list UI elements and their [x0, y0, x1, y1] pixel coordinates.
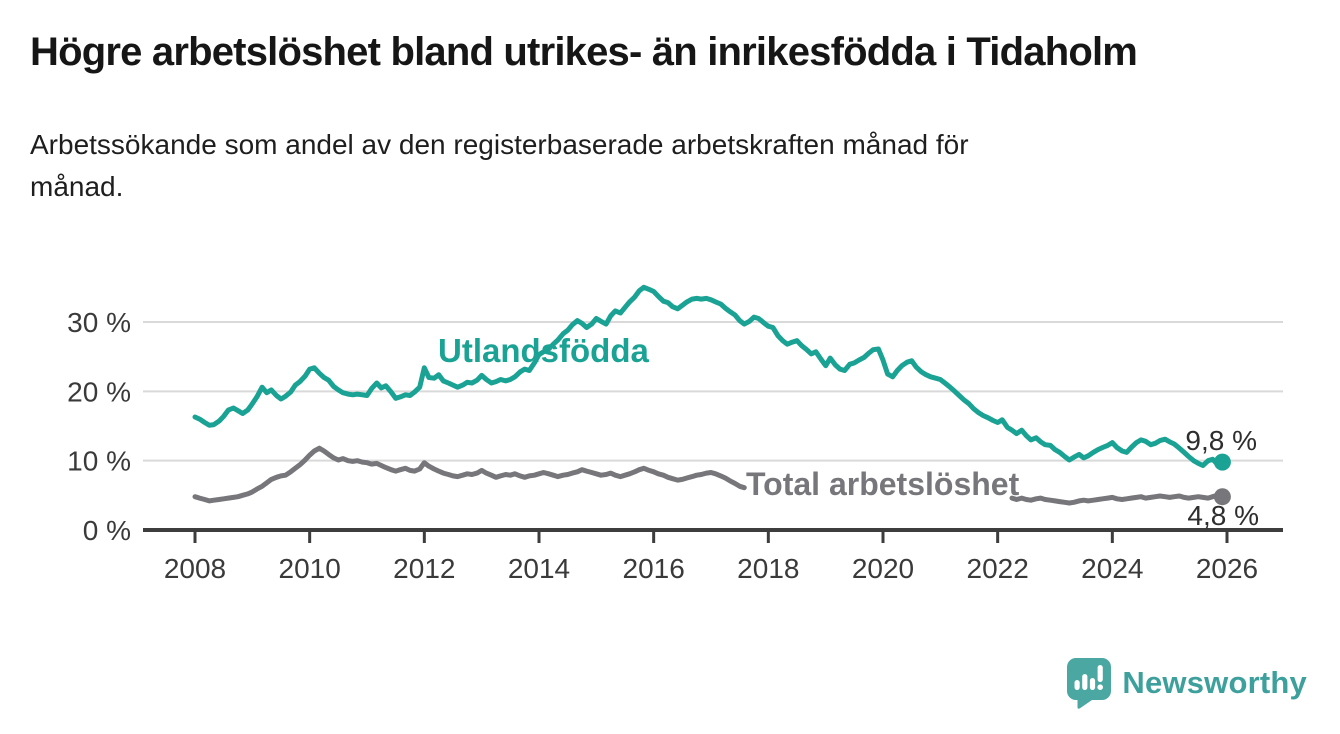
chart-subtitle: Arbetssökande som andel av den registerb… — [30, 124, 969, 208]
gridlines — [143, 321, 1283, 462]
series-total-arbetsloshet: 4,8 % Total arbetslöshet — [192, 445, 1259, 531]
subtitle-line-2: månad. — [30, 171, 124, 202]
series-line — [1009, 492, 1225, 506]
series-inline-label: Utlandsfödda — [438, 332, 649, 369]
x-axis — [143, 528, 1283, 543]
newsworthy-branding: Newsworthy — [1066, 654, 1307, 712]
series-utlandsfodda: 9,8 % Utlandsfödda — [192, 284, 1257, 471]
x-axis-tick-label: 2020 — [852, 553, 914, 584]
x-axis-tick-label: 2012 — [393, 553, 455, 584]
y-axis-tick-label: 10 % — [67, 446, 131, 477]
newsworthy-logo-icon — [1067, 658, 1112, 709]
x-axis-tick-label: 2022 — [967, 553, 1029, 584]
x-axis-tick-label: 2008 — [164, 553, 226, 584]
newsworthy-logo-bars — [1074, 665, 1104, 690]
y-axis-tick-label: 20 % — [67, 376, 131, 407]
x-axis-tick-label: 2016 — [623, 553, 685, 584]
series-inline-label: Total arbetslöshet — [746, 466, 1020, 502]
series-line — [192, 445, 747, 504]
x-axis-tick-label: 2018 — [737, 553, 799, 584]
series-end-value-label: 9,8 % — [1185, 425, 1257, 456]
series-line — [192, 284, 1225, 468]
y-axis-labels: 0 % 10 % 20 % 30 % — [67, 307, 131, 546]
chart-title: Högre arbetslöshet bland utrikes- än inr… — [30, 30, 1138, 74]
series-end-dot — [1213, 453, 1231, 471]
x-axis-tick-label: 2014 — [508, 553, 570, 584]
subtitle-line-1: Arbetssökande som andel av den registerb… — [30, 129, 969, 160]
x-axis-tick-label: 2024 — [1081, 553, 1143, 584]
y-axis-tick-label: 30 % — [67, 307, 131, 338]
newsworthy-logo-bubble — [1067, 658, 1112, 709]
x-axis-tick-label: 2010 — [279, 553, 341, 584]
newsworthy-logo-text: Newsworthy — [1122, 665, 1307, 700]
series-end-value-label: 4,8 % — [1187, 500, 1259, 531]
y-axis-tick-label: 0 % — [83, 515, 131, 546]
x-axis-labels: 2008 2010 2012 2014 2016 2018 2020 2022 2024 2026 — [164, 553, 1258, 584]
x-axis-tick-label: 2026 — [1196, 553, 1258, 584]
series-end-dot — [1213, 488, 1231, 506]
